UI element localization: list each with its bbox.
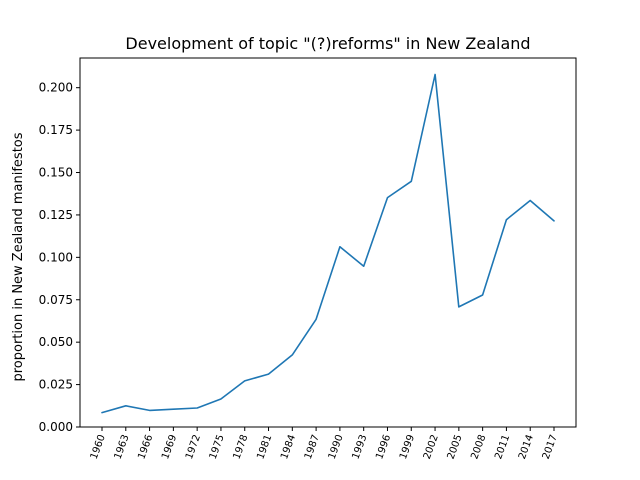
y-tick-label: 0.100 [39, 250, 73, 264]
y-tick-label: 0.025 [39, 378, 73, 392]
y-tick-label: 0.175 [39, 123, 73, 137]
series-line [101, 73, 555, 414]
y-tick-label: 0.150 [39, 166, 73, 180]
y-axis-label: proportion in New Zealand manifestos [11, 132, 26, 381]
axes-frame [79, 57, 577, 428]
y-tick-label: 0.200 [39, 81, 73, 95]
chart-title: Development of topic "(?)reforms" in New… [125, 34, 530, 53]
y-tick-label: 0.000 [39, 420, 73, 434]
y-tick-label: 0.075 [39, 293, 73, 307]
y-tick-label: 0.125 [39, 208, 73, 222]
y-tick-label: 0.050 [39, 335, 73, 349]
